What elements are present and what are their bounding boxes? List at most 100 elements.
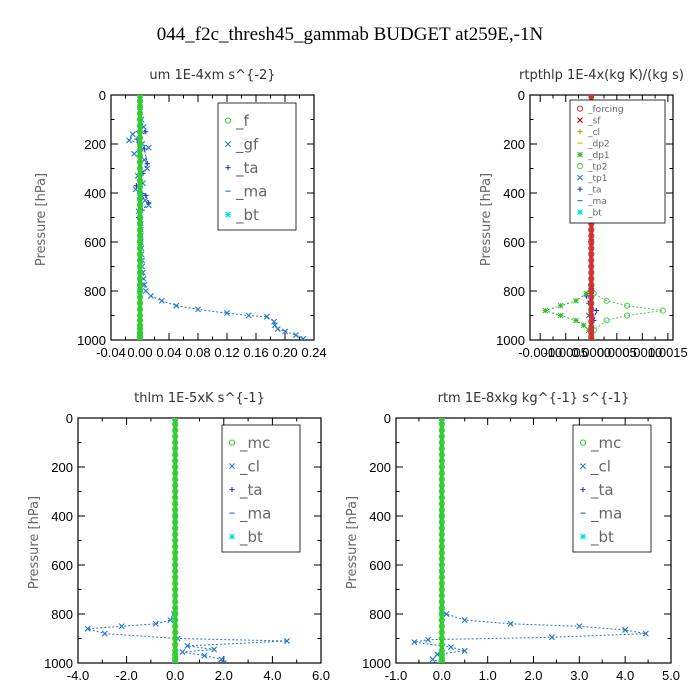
legend-marker xyxy=(580,533,586,540)
data-point xyxy=(438,598,445,605)
legend-label: _mc xyxy=(239,434,270,453)
data-point xyxy=(172,418,179,422)
data-point xyxy=(172,543,179,550)
data-point xyxy=(172,451,179,458)
data-point xyxy=(438,476,445,483)
data-point xyxy=(438,610,445,618)
y-tick-label: 800 xyxy=(503,284,525,299)
data-point xyxy=(84,625,91,632)
data-point xyxy=(172,586,179,593)
data-point xyxy=(136,202,144,209)
x-tick-label: 0.0 xyxy=(433,668,451,683)
data-point xyxy=(588,287,595,295)
data-point xyxy=(172,598,179,605)
legend-label: _f xyxy=(235,112,250,131)
data-point xyxy=(245,312,252,319)
y-tick-label: 800 xyxy=(369,607,391,622)
data-point xyxy=(136,334,144,340)
data-point xyxy=(136,140,144,148)
data-point xyxy=(603,317,610,324)
data-point xyxy=(129,131,136,138)
data-point xyxy=(292,332,299,339)
data-point xyxy=(172,623,179,630)
data-point xyxy=(224,310,230,317)
data-point xyxy=(136,159,144,166)
data-point xyxy=(588,275,595,282)
x-tick-label: -2.0 xyxy=(115,668,137,683)
data-point xyxy=(136,238,144,246)
data-point xyxy=(172,617,179,624)
legend-marker xyxy=(576,163,584,170)
data-point xyxy=(438,421,445,428)
data-point xyxy=(282,328,288,335)
data-point xyxy=(172,629,179,636)
data-point xyxy=(588,245,595,252)
y-tick-label: 200 xyxy=(51,460,73,475)
data-point xyxy=(438,525,445,532)
data-point xyxy=(136,336,144,340)
panel-title: thlm 1E-5xK s^{-1} xyxy=(134,391,265,406)
data-point xyxy=(136,98,144,105)
x-tick-label: -4.0 xyxy=(67,668,89,683)
legend-label: _gf xyxy=(235,135,259,154)
data-point xyxy=(101,630,108,637)
series-layer xyxy=(411,418,649,663)
data-point xyxy=(588,306,595,313)
data-point xyxy=(438,494,445,501)
x-tick-label: -0.04 xyxy=(96,345,126,360)
y-axis-label: Pressure [hPa] xyxy=(345,496,360,589)
data-point xyxy=(434,651,441,658)
x-tick-label: -0.0010 xyxy=(518,345,562,360)
data-point xyxy=(136,226,144,233)
chart-panel-4: rtm 1E-8xkg kg^{-1} s^{-1} Pressure [hPa]… xyxy=(345,391,680,683)
y-tick-label: 600 xyxy=(369,558,391,573)
data-point xyxy=(172,494,179,501)
data-point xyxy=(623,312,631,319)
data-point xyxy=(461,647,468,654)
data-point xyxy=(136,171,144,178)
data-point xyxy=(438,488,445,495)
data-point xyxy=(425,636,432,643)
y-tick-label: 400 xyxy=(369,509,391,524)
data-point xyxy=(136,300,144,307)
data-point xyxy=(172,561,179,569)
x-tick-label: -0.0005 xyxy=(544,345,588,360)
data-point xyxy=(136,134,144,141)
data-point xyxy=(172,433,179,440)
y-tick-label: 1000 xyxy=(44,656,73,671)
data-point xyxy=(588,294,595,301)
legend-label: _ta xyxy=(587,185,602,195)
x-tick-label: 0.00 xyxy=(127,345,152,360)
data-point xyxy=(438,543,445,550)
data-point xyxy=(438,433,445,440)
x-tick-label: 0.04 xyxy=(156,345,181,360)
legend-marker xyxy=(577,129,583,135)
y-tick-label: 1000 xyxy=(496,333,525,348)
data-point xyxy=(173,302,180,309)
data-point xyxy=(411,639,418,646)
x-tick-label: 6.0 xyxy=(312,668,330,683)
data-point xyxy=(141,281,148,288)
data-point xyxy=(218,656,225,663)
data-point xyxy=(548,634,555,641)
y-tick-label: 600 xyxy=(51,558,73,573)
data-point xyxy=(438,568,445,575)
legend-marker xyxy=(576,105,584,112)
x-tick-label: 1.0 xyxy=(479,668,497,683)
data-point xyxy=(438,470,445,477)
data-point xyxy=(172,500,179,507)
x-tick-label: 0.0000 xyxy=(571,345,611,360)
data-point xyxy=(167,617,174,624)
data-point xyxy=(438,445,445,452)
data-point xyxy=(588,269,595,276)
legend-marker xyxy=(577,209,583,216)
data-point xyxy=(136,104,144,111)
data-point xyxy=(136,325,144,333)
legend-label: _forcing xyxy=(587,105,624,115)
data-point xyxy=(300,335,307,340)
legend-label: _dp2 xyxy=(587,139,610,149)
legend-box xyxy=(572,424,652,553)
data-point xyxy=(172,537,179,544)
data-point xyxy=(179,648,186,655)
